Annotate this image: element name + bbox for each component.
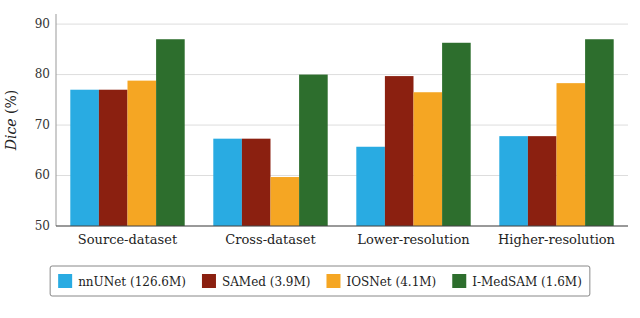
bar [585,39,614,226]
legend-swatch [58,274,72,288]
bar [70,90,99,226]
bar [356,147,385,226]
bar [442,43,471,226]
x-axis-line [56,226,628,227]
bar [557,83,586,226]
legend-label: SAMed (3.9M) [222,275,311,289]
legend: nnUNet (126.6M) SAMed (3.9M) IOSNet (4.1M)… [50,266,590,296]
legend-swatch [452,274,466,288]
y-tick-label: 50 [35,219,50,233]
x-tick-label: Higher-resolution [498,232,616,247]
bar [414,92,443,226]
bar [213,139,242,226]
bar [528,136,557,226]
y-axis-label: Dice (%) [3,90,19,152]
bar [128,81,157,226]
x-tick-label: Lower-resolution [357,232,470,247]
x-tick-label: Cross-dataset [225,232,316,247]
y-tick-label: 90 [35,17,50,31]
bar [271,177,300,226]
legend-swatch [202,274,216,288]
chart: 50 60 70 80 90 Source-dataset Cross-dataset Low… [0,0,640,318]
y-tick-label: 70 [35,118,50,132]
y-tick-label: 80 [35,67,50,81]
legend-swatch [326,274,340,288]
bar [385,76,414,226]
y-axis-line [56,14,57,226]
bars [70,39,613,226]
bar [242,139,271,226]
y-tick-label: 60 [35,168,50,182]
bar [499,136,528,226]
legend-label: IOSNet (4.1M) [346,275,436,289]
bar [299,75,328,226]
bar [156,39,185,226]
x-tick-label: Source-dataset [78,232,178,247]
grid-line [56,226,628,227]
grid-line [56,74,628,75]
grid-line [56,24,628,25]
y-axis-label-part: (%) [3,90,19,119]
y-axis-label-part: Dice [3,118,19,151]
legend-frame [50,266,590,296]
bar [99,90,128,226]
legend-label: I-MedSAM (1.6M) [472,275,582,289]
legend-label: nnUNet (126.6M) [78,275,186,289]
